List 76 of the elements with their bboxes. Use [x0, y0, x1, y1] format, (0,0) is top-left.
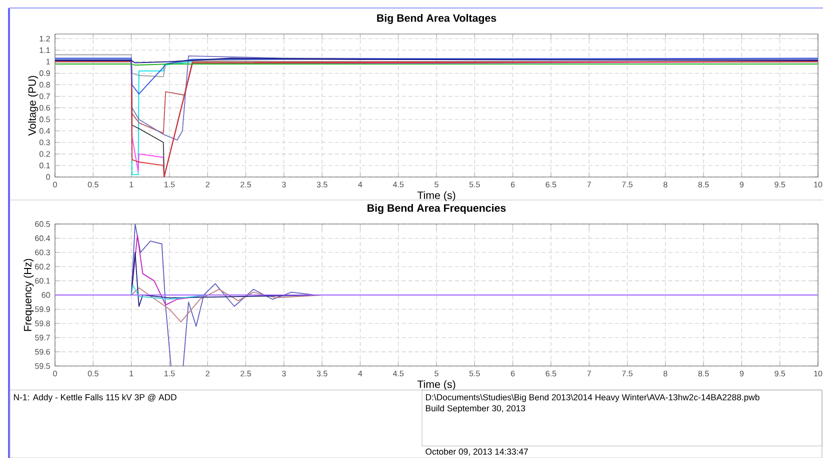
x-tick-label: 3: [282, 370, 286, 376]
y-tick-label: 0.9: [39, 70, 50, 76]
y-tick-label: 0.8: [39, 82, 50, 88]
y-axis-title: Voltage (PU): [28, 76, 38, 136]
y-tick-label: 59.7: [35, 334, 50, 340]
x-tick-label: 5.5: [469, 370, 480, 376]
y-tick-label: 0.3: [39, 140, 50, 146]
chart-title: Big Bend Area Voltages: [377, 14, 496, 24]
y-tick-label: 0.4: [39, 128, 50, 134]
x-axis-title: Time (s): [417, 380, 456, 390]
x-tick-label: 3.5: [316, 370, 328, 376]
x-tick-label: 6: [510, 182, 515, 188]
x-tick-label: 2.5: [240, 370, 251, 376]
x-tick-label: 4: [358, 370, 362, 376]
y-tick-label: 59.6: [35, 348, 50, 355]
y-tick-label: 59.9: [35, 306, 50, 312]
text: N-1: Addy - Kettle Falls 115 kV 3P @ ADD: [14, 394, 176, 402]
x-tick-label: 10: [814, 182, 822, 188]
x-tick-label: 8: [664, 182, 668, 188]
x-tick-label: 1.5: [164, 370, 175, 376]
x-tick-label: 5.5: [469, 182, 480, 188]
x-tick-label: 4.5: [392, 182, 404, 188]
y-tick-label: 60.1: [35, 278, 50, 284]
y-tick-label: 60.4: [35, 235, 50, 242]
x-tick-label: 0.5: [88, 182, 98, 188]
text: D:\Documents\Studies\Big Bend 2013\2014 Heavy Winter\AVA-13hw2c-14BA2288.pwb: [426, 394, 760, 402]
text: Build September 30, 2013: [426, 404, 526, 414]
x-tick-label: 3.5: [316, 182, 328, 188]
y-tick-label: 0.6: [39, 104, 50, 111]
y-tick-label: 59.5: [35, 363, 50, 369]
x-tick-label: 10: [814, 370, 822, 376]
y-tick-label: 0.2: [39, 151, 50, 157]
x-tick-label: 7: [587, 182, 591, 188]
x-tick-label: 8.5: [698, 182, 709, 188]
x-tick-label: 8: [664, 370, 668, 376]
x-axis-title: Time (s): [417, 191, 456, 202]
y-tick-label: 1.1: [40, 47, 50, 53]
y-tick-label: 0.1: [39, 162, 50, 168]
x-tick-label: 6.5: [546, 182, 556, 188]
y-tick-label: 0.5: [39, 116, 50, 122]
x-tick-label: 4.5: [392, 370, 404, 376]
x-tick-label: 0: [53, 370, 57, 376]
x-tick-label: 5: [434, 370, 438, 376]
text: October 09, 2013 14:33:47: [426, 448, 528, 456]
x-tick-label: 9: [740, 370, 744, 376]
x-tick-label: 9.5: [774, 370, 786, 376]
x-tick-label: 6.5: [546, 370, 556, 376]
x-tick-label: 7.5: [622, 182, 632, 188]
y-tick-label: 60.2: [35, 264, 50, 270]
x-tick-label: 2: [206, 182, 210, 188]
y-tick-label: 0.7: [39, 93, 50, 100]
y-axis-title: Frequency (Hz): [24, 258, 34, 331]
x-tick-label: 8.5: [698, 370, 709, 376]
y-tick-label: 1: [46, 58, 50, 64]
x-tick-label: 1: [130, 370, 134, 376]
y-tick-label: 60.5: [35, 221, 50, 227]
x-tick-label: 0: [53, 182, 57, 188]
y-tick-label: 0: [46, 174, 50, 180]
x-tick-label: 7: [587, 370, 591, 376]
x-tick-label: 1: [130, 182, 134, 188]
chart-title: Big Bend Area Frequencies: [368, 204, 506, 214]
y-tick-label: 60.3: [35, 250, 50, 256]
x-tick-label: 6: [510, 370, 515, 376]
x-tick-label: 3: [282, 182, 286, 188]
x-tick-label: 1.5: [164, 182, 175, 188]
y-tick-label: 59.8: [35, 320, 50, 326]
x-tick-label: 2: [206, 370, 210, 376]
x-tick-label: 9: [740, 182, 744, 188]
x-tick-label: 2.5: [240, 182, 251, 188]
x-tick-label: 5: [434, 182, 438, 188]
y-tick-label: 60: [42, 292, 50, 298]
x-tick-label: 7.5: [622, 370, 632, 376]
x-tick-label: 4: [358, 182, 362, 188]
x-tick-label: 9.5: [774, 182, 786, 188]
x-tick-label: 0.5: [88, 370, 98, 376]
y-tick-label: 1.2: [40, 36, 50, 42]
